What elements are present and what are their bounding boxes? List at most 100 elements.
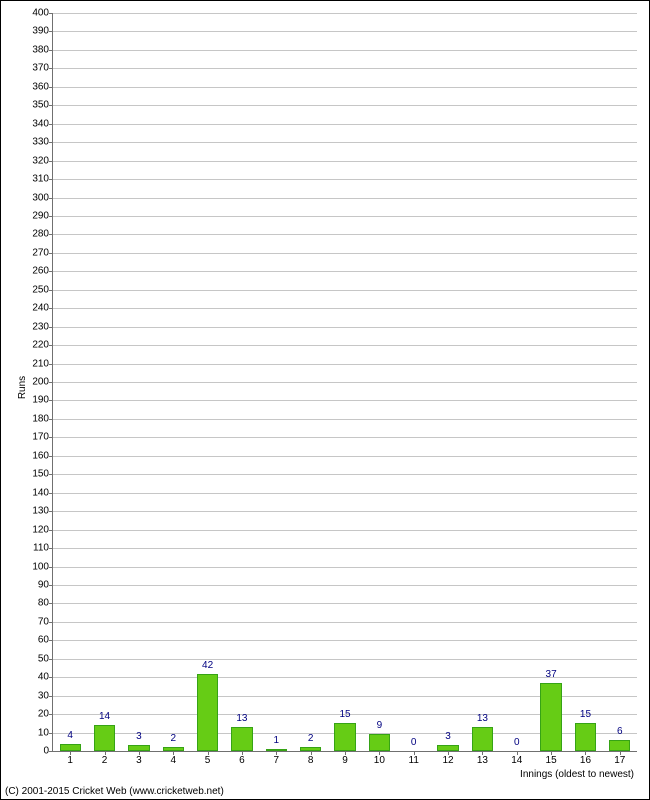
grid-line (53, 290, 637, 291)
y-tick-label: 390 (32, 26, 53, 37)
bar-value-label: 14 (99, 711, 110, 722)
y-tick-label: 90 (38, 579, 53, 590)
bar-value-label: 0 (514, 737, 520, 748)
y-tick-label: 0 (43, 746, 53, 757)
x-tick-label: 2 (102, 751, 108, 766)
grid-line (53, 640, 637, 641)
grid-line (53, 50, 637, 51)
bar (609, 740, 630, 751)
x-tick-label: 12 (442, 751, 453, 766)
grid-line (53, 364, 637, 365)
y-tick-label: 400 (32, 8, 53, 19)
x-tick-label: 4 (170, 751, 176, 766)
y-tick-label: 50 (38, 653, 53, 664)
y-tick-label: 70 (38, 616, 53, 627)
x-tick-label: 6 (239, 751, 245, 766)
y-tick-label: 360 (32, 81, 53, 92)
y-tick-label: 140 (32, 487, 53, 498)
x-tick-label: 1 (67, 751, 73, 766)
y-tick-label: 60 (38, 635, 53, 646)
x-tick-label: 3 (136, 751, 142, 766)
bar (300, 747, 321, 751)
chart-container: 0102030405060708090100110120130140150160… (0, 0, 650, 800)
y-tick-label: 40 (38, 672, 53, 683)
grid-line (53, 234, 637, 235)
bar (60, 744, 81, 751)
bar (231, 727, 252, 751)
y-axis-title: Runs (17, 376, 28, 399)
bar-value-label: 3 (445, 731, 451, 742)
y-tick-label: 270 (32, 247, 53, 258)
y-tick-label: 380 (32, 44, 53, 55)
y-tick-label: 280 (32, 229, 53, 240)
grid-line (53, 474, 637, 475)
grid-line (53, 548, 637, 549)
y-tick-label: 180 (32, 413, 53, 424)
grid-line (53, 400, 637, 401)
grid-line (53, 437, 637, 438)
y-tick-label: 350 (32, 100, 53, 111)
y-tick-label: 20 (38, 709, 53, 720)
y-tick-label: 100 (32, 561, 53, 572)
x-tick-label: 5 (205, 751, 211, 766)
bar (266, 749, 287, 751)
y-tick-label: 30 (38, 690, 53, 701)
bar-value-label: 4 (67, 730, 73, 741)
y-tick-label: 290 (32, 210, 53, 221)
y-tick-label: 230 (32, 321, 53, 332)
bar-value-label: 9 (377, 720, 383, 731)
grid-line (53, 308, 637, 309)
grid-line (53, 105, 637, 106)
y-tick-label: 200 (32, 377, 53, 388)
grid-line (53, 179, 637, 180)
bar (94, 725, 115, 751)
y-tick-label: 300 (32, 192, 53, 203)
bar (472, 727, 493, 751)
y-tick-label: 220 (32, 340, 53, 351)
grid-line (53, 13, 637, 14)
bar (197, 674, 218, 751)
x-tick-label: 17 (614, 751, 625, 766)
grid-line (53, 456, 637, 457)
grid-line (53, 142, 637, 143)
x-tick-label: 11 (409, 751, 419, 766)
bar (163, 747, 184, 751)
grid-line (53, 345, 637, 346)
x-tick-label: 14 (511, 751, 522, 766)
bar (575, 723, 596, 751)
bar (437, 745, 458, 751)
y-tick-label: 10 (38, 727, 53, 738)
y-tick-label: 240 (32, 303, 53, 314)
bar (128, 745, 149, 751)
grid-line (53, 87, 637, 88)
grid-line (53, 493, 637, 494)
y-tick-label: 330 (32, 137, 53, 148)
grid-line (53, 271, 637, 272)
bar-value-label: 15 (339, 709, 350, 720)
y-tick-label: 310 (32, 174, 53, 185)
y-tick-label: 250 (32, 284, 53, 295)
x-axis-title: Innings (oldest to newest) (520, 769, 634, 780)
grid-line (53, 585, 637, 586)
y-tick-label: 340 (32, 118, 53, 129)
grid-line (53, 68, 637, 69)
plot-area: 0102030405060708090100110120130140150160… (52, 13, 637, 752)
grid-line (53, 511, 637, 512)
y-tick-label: 190 (32, 395, 53, 406)
x-tick-label: 9 (342, 751, 348, 766)
y-tick-label: 210 (32, 358, 53, 369)
x-tick-label: 8 (308, 751, 314, 766)
y-tick-label: 150 (32, 469, 53, 480)
grid-line (53, 124, 637, 125)
grid-line (53, 216, 637, 217)
x-tick-label: 15 (546, 751, 557, 766)
bar (334, 723, 355, 751)
grid-line (53, 419, 637, 420)
y-tick-label: 260 (32, 266, 53, 277)
bar-value-label: 37 (546, 669, 557, 680)
grid-line (53, 622, 637, 623)
grid-line (53, 253, 637, 254)
bar-value-label: 0 (411, 737, 417, 748)
grid-line (53, 327, 637, 328)
bar-value-label: 15 (580, 709, 591, 720)
